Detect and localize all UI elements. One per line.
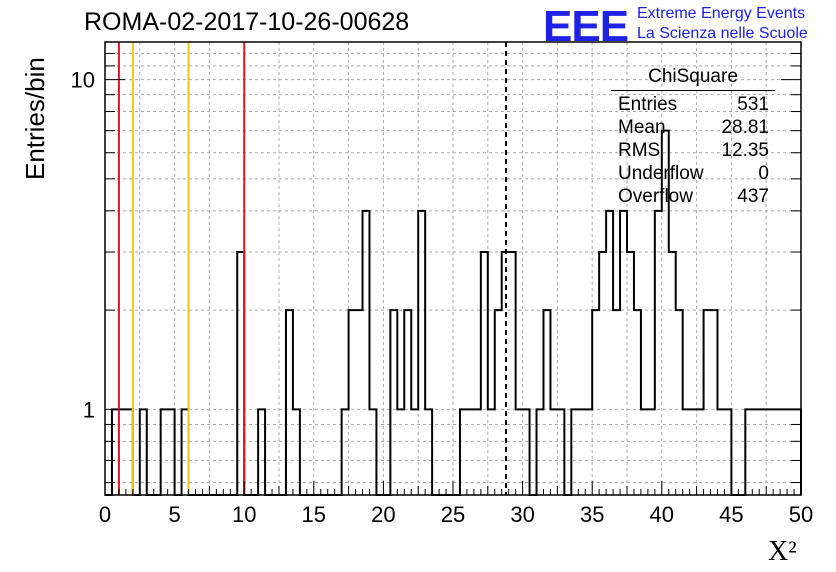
x-tick-label: 30 [510, 502, 534, 527]
stats-value: 0 [758, 163, 769, 184]
stats-row: Overflow 437 [611, 185, 775, 208]
stats-row: Entries 531 [611, 93, 775, 116]
x-tick-label: 15 [302, 502, 326, 527]
stats-title: ChiSquare [611, 66, 775, 91]
x-tick-label: 45 [719, 502, 743, 527]
y-tick-label: 1 [83, 397, 95, 422]
stats-label: Entries [618, 94, 678, 115]
x-tick-label: 20 [371, 502, 395, 527]
y-axis-label: Entries/bin [20, 57, 50, 180]
stats-label: Overflow [618, 186, 693, 207]
logo-line-1: Extreme Energy Events [637, 5, 806, 22]
x-tick-label: 5 [168, 502, 180, 527]
x-tick-label: 25 [441, 502, 465, 527]
stats-row: Mean 28.81 [611, 116, 775, 139]
stats-label: Underflow [618, 163, 704, 184]
x-tick-label: 50 [789, 502, 813, 527]
stats-box: ChiSquare Entries 531 Mean 28.81 RMS 12.… [611, 66, 775, 208]
stats-row: RMS 12.35 [611, 139, 775, 162]
stats-value: 531 [737, 94, 769, 115]
stats-value: 437 [737, 186, 769, 207]
stats-row: Underflow 0 [611, 162, 775, 185]
stats-value: 28.81 [721, 117, 769, 138]
x-axis-label: X² [768, 536, 797, 567]
x-tick-label: 10 [232, 502, 256, 527]
x-tick-label: 0 [99, 502, 111, 527]
grid-lines [105, 42, 801, 495]
x-tick-label: 40 [650, 502, 674, 527]
stats-label: Mean [618, 117, 666, 138]
stats-label: RMS [618, 140, 661, 161]
page-title: ROMA-02-2017-10-26-00628 [84, 8, 410, 36]
x-tick-label: 35 [580, 502, 604, 527]
logo-line-2: La Scienza nelle Scuole [637, 25, 808, 42]
eee-logo: EEE [543, 2, 629, 51]
axis-tick-labels: 0 5 10 15 20 25 30 35 40 45 50 1 10 [71, 68, 814, 527]
reference-lines [117, 42, 508, 495]
y-tick-label: 10 [71, 68, 95, 93]
stats-value: 12.35 [721, 140, 769, 161]
axis-ticks [104, 52, 802, 495]
